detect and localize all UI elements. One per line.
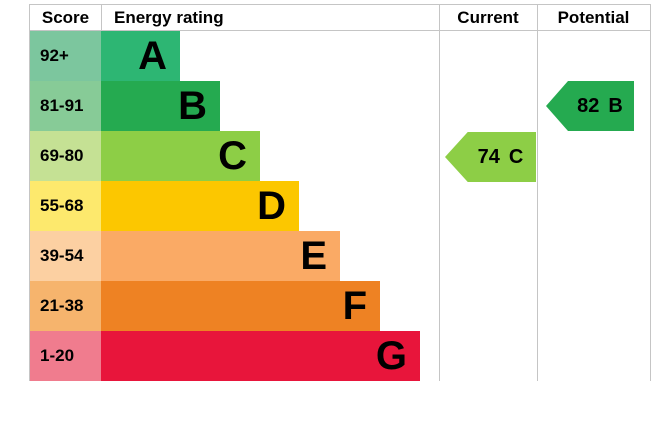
band-bar-e: E (101, 231, 340, 281)
potential-rating-letter: B (608, 94, 623, 117)
score-range-a: 92+ (30, 31, 101, 81)
band-row-e: 39-54 E (30, 231, 650, 281)
score-range-b: 81-91 (30, 81, 101, 131)
score-range-c: 69-80 (30, 131, 101, 181)
band-bar-c: C (101, 131, 260, 181)
epc-table: Score Energy rating Current Potential 92… (29, 4, 651, 381)
current-column-divider (439, 5, 440, 381)
band-row-d: 55-68 D (30, 181, 650, 231)
potential-rating-value: 82 (577, 94, 600, 117)
potential-rating-arrow: 82 B (546, 81, 634, 131)
band-bar-a: A (101, 31, 180, 81)
band-row-f: 21-38 F (30, 281, 650, 331)
score-range-d: 55-68 (30, 181, 101, 231)
table-header-row: Score Energy rating Current Potential (30, 5, 650, 31)
score-range-e: 39-54 (30, 231, 101, 281)
band-row-g: 1-20 G (30, 331, 650, 381)
band-bar-d: D (101, 181, 299, 231)
potential-column-header: Potential (557, 7, 630, 27)
current-rating-value: 74 (477, 145, 500, 168)
score-range-f: 21-38 (30, 281, 101, 331)
current-column-header: Current (457, 7, 519, 27)
score-header-divider (101, 5, 102, 31)
band-bar-b: B (101, 81, 220, 131)
band-bar-g: G (101, 331, 420, 381)
score-range-g: 1-20 (30, 331, 101, 381)
band-bar-f: F (101, 281, 380, 331)
potential-column-divider (537, 5, 538, 381)
current-rating-letter: C (508, 145, 524, 168)
score-column-header: Score (41, 7, 90, 27)
energy-rating-column-header: Energy rating (114, 7, 224, 27)
band-row-b: 81-91 B (30, 81, 650, 131)
band-row-a: 92+ A (30, 31, 650, 81)
band-rows: 92+ A 81-91 B 69-80 C 55-68 D 39-54 E 21-38 F 1-20 G (30, 31, 650, 381)
band-row-c: 69-80 C (30, 131, 650, 181)
